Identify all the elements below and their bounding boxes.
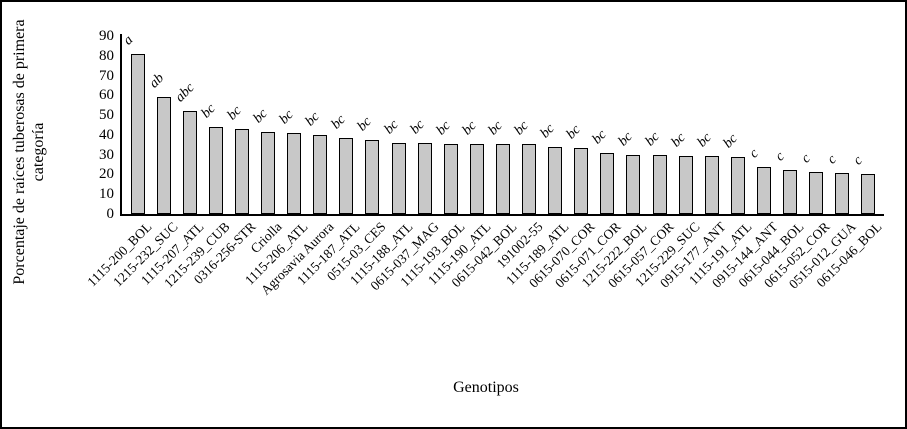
bar xyxy=(861,174,876,214)
significance-letter: ab xyxy=(146,71,167,92)
significance-letter: abc xyxy=(172,80,198,106)
bar xyxy=(261,131,275,214)
bar xyxy=(600,152,615,214)
significance-letter: bc xyxy=(433,118,454,139)
bar xyxy=(182,111,197,214)
bar xyxy=(626,154,641,214)
x-axis-title: Genotipos xyxy=(453,379,519,396)
significance-letter: bc xyxy=(616,128,637,149)
y-axis-line xyxy=(120,34,122,215)
significance-letter: c xyxy=(824,152,840,168)
bar xyxy=(156,97,171,214)
bar xyxy=(756,166,771,214)
significance-letter: bc xyxy=(589,127,610,147)
x-axis-line xyxy=(120,214,884,216)
significance-letter: c xyxy=(850,153,866,169)
bar xyxy=(704,155,719,214)
bar xyxy=(495,143,510,214)
y-tick-label: 0 xyxy=(106,206,115,222)
significance-letter: c xyxy=(772,149,788,165)
significance-letter: bc xyxy=(198,101,219,122)
significance-letter: bc xyxy=(668,129,689,150)
significance-letter: c xyxy=(798,151,814,167)
significance-letter: c xyxy=(746,145,762,161)
bar xyxy=(443,143,458,214)
significance-letter: bc xyxy=(694,129,715,150)
y-tick-label: 40 xyxy=(99,126,114,143)
bar xyxy=(678,155,693,214)
bar xyxy=(574,147,589,214)
y-tick-label: 70 xyxy=(99,67,114,84)
bar xyxy=(783,170,797,214)
bar xyxy=(548,146,563,214)
y-tick-label: 80 xyxy=(99,47,114,64)
y-tick-label: 50 xyxy=(99,107,114,124)
significance-letter: bc xyxy=(224,103,245,124)
bar xyxy=(730,156,745,214)
bar xyxy=(835,173,850,214)
bar xyxy=(365,139,380,214)
significance-letter: bc xyxy=(720,130,741,151)
significance-letter: bc xyxy=(642,128,663,149)
bar xyxy=(208,126,223,214)
bar xyxy=(287,132,302,214)
significance-letter: bc xyxy=(537,121,558,142)
bar xyxy=(809,172,824,214)
bar xyxy=(652,154,667,214)
significance-letter: bc xyxy=(355,114,376,135)
significance-letter: bc xyxy=(328,112,349,133)
significance-letter: a xyxy=(120,32,136,49)
bar xyxy=(469,143,484,214)
bar xyxy=(313,134,328,214)
bar xyxy=(391,142,406,214)
significance-letter: bc xyxy=(276,107,297,128)
significance-letter: bc xyxy=(563,122,584,143)
significance-letter: bc xyxy=(485,118,506,139)
significance-letter: bc xyxy=(407,117,428,138)
significance-letter: bc xyxy=(511,118,532,139)
bar xyxy=(234,128,249,214)
significance-letter: bc xyxy=(459,118,480,139)
significance-letter: bc xyxy=(381,117,402,138)
y-tick-label: 30 xyxy=(99,146,114,163)
bar xyxy=(417,142,432,214)
bar xyxy=(130,53,145,214)
y-tick-label: 60 xyxy=(99,87,114,104)
y-tick-label: 10 xyxy=(99,186,114,203)
significance-letter: bc xyxy=(250,106,271,127)
bar xyxy=(339,137,354,214)
significance-letter: bc xyxy=(302,109,323,130)
bar xyxy=(522,143,536,214)
y-tick-label: 20 xyxy=(99,166,114,183)
y-tick-label: 90 xyxy=(99,28,114,44)
